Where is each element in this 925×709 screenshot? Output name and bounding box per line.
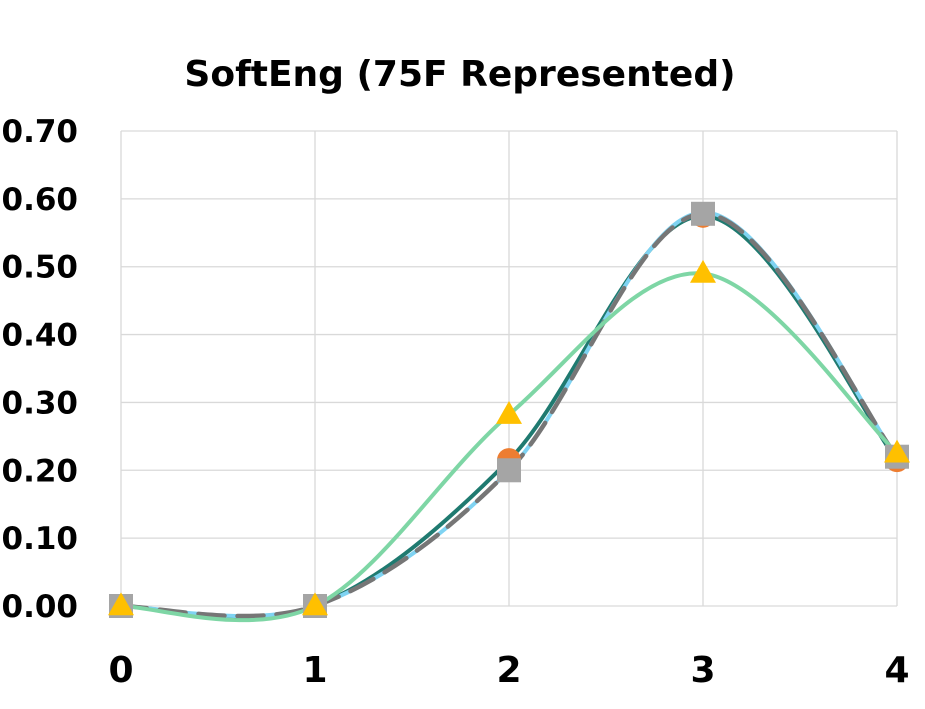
y-tick-label: 0.70 bbox=[2, 114, 79, 150]
data-point-triangle bbox=[108, 592, 134, 616]
y-tick-label: 0.20 bbox=[2, 453, 79, 489]
data-point-square bbox=[497, 458, 521, 483]
y-tick-label: 0.30 bbox=[2, 385, 79, 421]
marker-layer bbox=[108, 201, 910, 618]
y-tick-label: 0.40 bbox=[2, 318, 79, 354]
grid-layer bbox=[120, 130, 898, 607]
y-tick-label: 0.00 bbox=[2, 589, 79, 625]
y-tick-label: 0.10 bbox=[2, 521, 79, 557]
data-point-triangle bbox=[302, 592, 328, 616]
x-tick-label: 0 bbox=[108, 650, 133, 691]
y-tick-label: 0.50 bbox=[2, 250, 79, 286]
x-tick-label: 2 bbox=[496, 650, 521, 691]
chart-title: SoftEng (75F Represented) bbox=[184, 54, 735, 95]
x-tick-label: 1 bbox=[302, 650, 327, 691]
x-tick-label: 4 bbox=[884, 650, 909, 691]
data-point-triangle bbox=[690, 259, 716, 283]
data-point-triangle bbox=[496, 401, 522, 424]
y-axis-ticks: 0.00 0.10 0.20 0.30 0.40 0.50 0.60 0.70 bbox=[2, 114, 79, 625]
data-point-triangle bbox=[884, 439, 910, 463]
y-tick-label: 0.60 bbox=[2, 182, 79, 218]
x-tick-label: 3 bbox=[690, 650, 715, 691]
series-line bbox=[118, 211, 900, 619]
x-axis-ticks: 0 1 2 3 4 bbox=[108, 650, 909, 691]
data-point-square bbox=[691, 201, 715, 226]
